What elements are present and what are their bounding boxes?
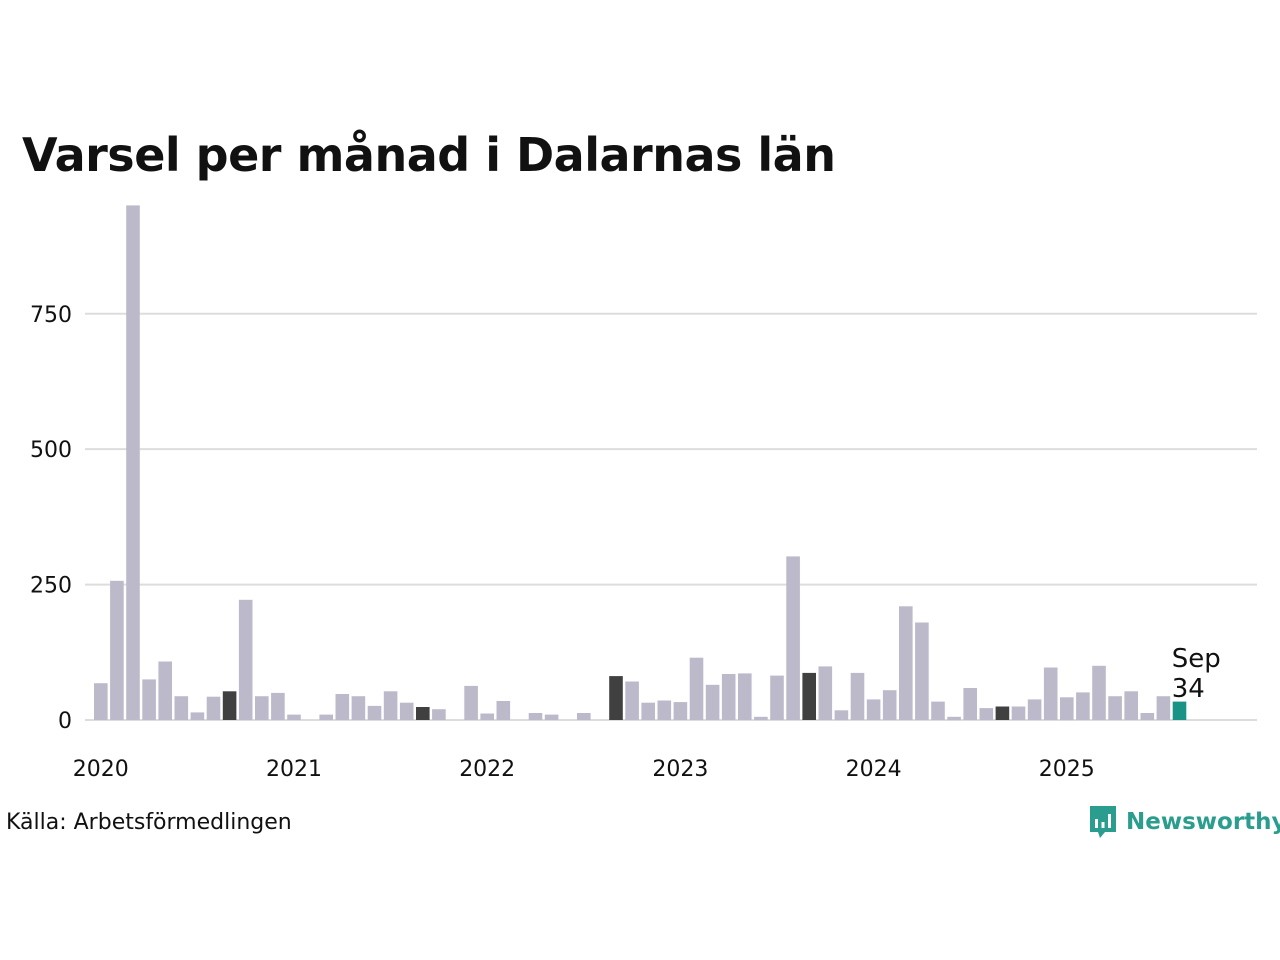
bar [899, 606, 913, 720]
bar [255, 696, 269, 720]
bar [786, 556, 800, 720]
bar [721, 674, 736, 720]
x-tick-label: 2025 [1039, 757, 1095, 782]
chart-title: Varsel per månad i Dalarnas län [22, 128, 836, 182]
bar [367, 705, 382, 720]
bar [738, 673, 752, 720]
bar [174, 696, 189, 720]
bar [351, 696, 366, 720]
x-tick-label: 2023 [652, 757, 708, 782]
bar [271, 692, 285, 720]
bar [464, 685, 478, 720]
bar [915, 622, 929, 720]
bar [657, 700, 672, 720]
bar [1060, 697, 1074, 721]
bar [834, 710, 849, 721]
newsworthy-logo-icon [1090, 806, 1116, 838]
bar [931, 701, 945, 720]
bar [158, 661, 172, 720]
bar [126, 205, 140, 720]
bar [1011, 706, 1026, 720]
bar [609, 676, 623, 720]
bar [705, 684, 720, 720]
bar [1140, 713, 1155, 720]
gridlines [85, 312, 1257, 721]
bar [1027, 699, 1042, 720]
x-tick-label: 2020 [73, 757, 129, 782]
bar [206, 696, 221, 720]
bar [528, 713, 543, 720]
bar [979, 708, 994, 720]
annotation-month: Sep [1172, 644, 1221, 674]
bar [319, 714, 333, 720]
y-tick-label: 250 [30, 574, 72, 599]
x-tick-label: 2022 [459, 757, 515, 782]
bar [802, 672, 816, 720]
bar [995, 706, 1010, 720]
bar [689, 657, 704, 720]
bar [496, 701, 511, 720]
bar [544, 714, 559, 720]
bar [818, 666, 833, 720]
bar [1043, 667, 1058, 720]
bar [110, 580, 124, 720]
bar [577, 713, 591, 720]
bar [625, 681, 639, 720]
bar [1156, 696, 1171, 720]
bar [963, 688, 977, 720]
bar [1108, 696, 1122, 720]
bar [754, 716, 768, 721]
bar [335, 694, 350, 720]
bar [190, 712, 205, 720]
bar [432, 709, 446, 720]
bar [1124, 691, 1138, 720]
bar [416, 707, 430, 720]
brand-logo: Newsworthy [1088, 804, 1280, 840]
bars [94, 205, 1187, 721]
bar [480, 713, 494, 720]
bar [866, 699, 881, 720]
bar [222, 691, 237, 720]
y-tick-label: 0 [58, 709, 72, 734]
bar [882, 690, 897, 720]
bar [142, 679, 156, 720]
bar [383, 691, 398, 720]
bar [1092, 665, 1106, 720]
bar [641, 702, 655, 720]
bar [947, 716, 961, 721]
bar [1172, 701, 1187, 720]
source-note: Källa: Arbetsförmedlingen [6, 810, 292, 835]
bar [238, 599, 253, 720]
y-tick-label: 500 [30, 438, 72, 463]
x-tick-label: 2021 [266, 757, 322, 782]
bar [850, 672, 865, 720]
x-tick-label: 2024 [846, 757, 902, 782]
bar [770, 675, 784, 720]
bar [287, 714, 301, 720]
y-tick-label: 750 [30, 303, 72, 328]
bar [673, 702, 688, 720]
bar [94, 683, 108, 720]
bar [399, 702, 414, 720]
brand-name: Newsworthy [1126, 809, 1280, 835]
bar [1076, 692, 1090, 720]
annotation-value: 34 [1172, 674, 1205, 704]
